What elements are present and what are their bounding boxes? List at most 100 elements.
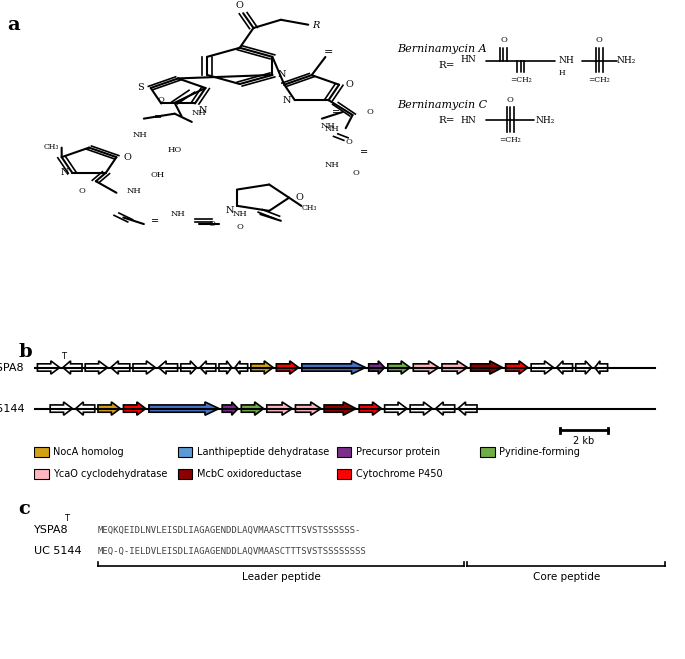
- Text: =CH₂: =CH₂: [499, 136, 521, 144]
- Text: MEQKQEIDLNVLEISDLIAGAGENDDLAQVMAASCTTTSVSTSSSSSS-: MEQKQEIDLNVLEISDLIAGAGENDDLAQVMAASCTTTSV…: [98, 526, 361, 534]
- Text: N: N: [60, 168, 68, 177]
- FancyArrow shape: [369, 361, 385, 374]
- Text: a: a: [7, 16, 20, 34]
- Text: R=: R=: [438, 61, 455, 71]
- Text: Leader peptide: Leader peptide: [242, 572, 321, 582]
- Text: NH₂: NH₂: [536, 116, 555, 125]
- Text: NH: NH: [133, 131, 148, 139]
- FancyArrow shape: [442, 361, 467, 374]
- Text: CH₃: CH₃: [44, 142, 59, 151]
- Text: N: N: [278, 71, 286, 80]
- Text: R=: R=: [438, 116, 455, 125]
- FancyArrow shape: [241, 402, 264, 415]
- Text: NH: NH: [325, 161, 340, 169]
- Text: NocA homolog: NocA homolog: [53, 447, 124, 457]
- FancyArrow shape: [63, 361, 82, 374]
- Bar: [177, 469, 192, 478]
- FancyArrow shape: [302, 361, 366, 374]
- FancyArrow shape: [75, 402, 95, 415]
- FancyArrow shape: [38, 361, 60, 374]
- FancyArrow shape: [235, 361, 248, 374]
- Text: c: c: [18, 500, 30, 518]
- FancyArrow shape: [385, 402, 407, 415]
- FancyArrow shape: [575, 361, 592, 374]
- Text: Lanthipeptide dehydratase: Lanthipeptide dehydratase: [197, 447, 329, 457]
- Text: HN: HN: [460, 116, 476, 125]
- Text: NH: NH: [171, 210, 186, 218]
- Text: OH: OH: [151, 171, 164, 179]
- Text: T: T: [62, 353, 66, 361]
- Text: UC 5144: UC 5144: [34, 546, 82, 556]
- Text: O: O: [353, 169, 360, 177]
- FancyArrow shape: [219, 361, 232, 374]
- Text: YcaO cyclodehydratase: YcaO cyclodehydratase: [53, 469, 168, 479]
- Text: b: b: [18, 343, 32, 361]
- Text: O: O: [346, 138, 353, 146]
- Text: N: N: [225, 206, 234, 215]
- Text: =: =: [324, 47, 334, 57]
- FancyArrow shape: [471, 361, 503, 374]
- Text: YSPA8: YSPA8: [34, 525, 69, 535]
- Text: NH: NH: [232, 210, 247, 218]
- FancyArrow shape: [200, 361, 216, 374]
- Text: 2 kb: 2 kb: [573, 436, 595, 446]
- Bar: [337, 447, 351, 457]
- Text: Berninamycin A: Berninamycin A: [397, 44, 487, 55]
- FancyArrow shape: [133, 361, 155, 374]
- Text: Berninamycin C: Berninamycin C: [397, 100, 488, 111]
- Text: Cytochrome P450: Cytochrome P450: [356, 469, 443, 479]
- Text: O: O: [296, 193, 303, 202]
- Text: O: O: [500, 36, 507, 44]
- Text: NH: NH: [321, 122, 336, 130]
- FancyArrow shape: [410, 402, 432, 415]
- Text: O: O: [123, 153, 131, 161]
- FancyArrow shape: [181, 361, 197, 374]
- FancyArrow shape: [295, 402, 321, 415]
- Text: YSPA8: YSPA8: [0, 362, 25, 372]
- Text: HO: HO: [168, 146, 182, 154]
- Text: O: O: [346, 80, 353, 89]
- Text: NH: NH: [325, 125, 340, 132]
- Text: R: R: [312, 21, 319, 30]
- FancyArrow shape: [222, 402, 238, 415]
- Bar: [177, 447, 192, 457]
- Text: Core peptide: Core peptide: [532, 572, 600, 582]
- Text: O: O: [507, 96, 514, 103]
- Text: S: S: [137, 84, 144, 92]
- FancyArrow shape: [98, 402, 121, 415]
- Text: UC 5144: UC 5144: [0, 403, 25, 414]
- Text: McbC oxidoreductase: McbC oxidoreductase: [197, 469, 301, 479]
- FancyArrow shape: [458, 402, 477, 415]
- FancyArrow shape: [324, 402, 356, 415]
- Text: N: N: [199, 106, 207, 115]
- FancyArrow shape: [123, 402, 146, 415]
- Text: O: O: [236, 223, 243, 231]
- Text: =CH₂: =CH₂: [510, 76, 532, 84]
- Text: MEQ-Q-IELDVLEISDLIAGAGENDDLAQVMAASCTTTSVSTSSSSSSSS: MEQ-Q-IELDVLEISDLIAGAGENDDLAQVMAASCTTTSV…: [98, 547, 366, 556]
- Text: =: =: [360, 147, 368, 157]
- Text: =: =: [332, 107, 340, 117]
- Text: NH₂: NH₂: [616, 57, 636, 65]
- FancyArrow shape: [276, 361, 299, 374]
- FancyArrow shape: [413, 361, 439, 374]
- Text: O: O: [236, 1, 244, 10]
- Text: =: =: [151, 216, 159, 226]
- Bar: [34, 469, 49, 478]
- FancyArrow shape: [359, 402, 382, 415]
- Text: O: O: [209, 220, 216, 228]
- Text: =: =: [153, 112, 162, 122]
- Text: =CH₂: =CH₂: [588, 76, 610, 84]
- Text: NH: NH: [558, 57, 574, 65]
- FancyArrow shape: [111, 361, 130, 374]
- Bar: [337, 469, 351, 478]
- FancyArrow shape: [506, 361, 528, 374]
- Text: O: O: [158, 96, 164, 103]
- FancyArrow shape: [149, 402, 219, 415]
- Text: CH₃: CH₃: [301, 204, 316, 212]
- FancyArrow shape: [388, 361, 410, 374]
- Text: O: O: [79, 187, 86, 195]
- Text: O: O: [596, 36, 603, 44]
- Text: O: O: [366, 107, 373, 116]
- FancyArrow shape: [557, 361, 573, 374]
- FancyArrow shape: [251, 361, 273, 374]
